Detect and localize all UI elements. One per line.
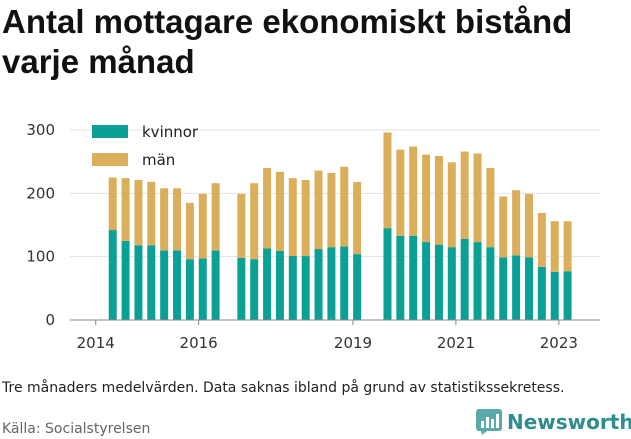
bar-man (550, 221, 559, 272)
bar-kvinnor (396, 235, 405, 320)
bar-kvinnor (211, 250, 220, 320)
bar-man (160, 188, 169, 251)
bar-kvinnor (409, 235, 418, 320)
bar-man (537, 212, 546, 267)
bar-kvinnor (173, 250, 182, 320)
bar-man (211, 183, 220, 251)
bar-kvinnor (524, 257, 533, 320)
x-tick-label: 2021 (437, 334, 475, 352)
bar-kvinnor (327, 247, 336, 320)
bar-man (185, 202, 194, 260)
axes: 0 100 200 300 2014 2016 2019 2021 2023 (26, 121, 600, 352)
bar-kvinnor (263, 248, 272, 320)
bar-kvinnor (121, 240, 130, 320)
y-tick-label: 0 (45, 311, 55, 329)
x-tick-label: 2014 (77, 334, 115, 352)
bar-man (173, 188, 182, 251)
bar-kvinnor (185, 259, 194, 320)
bar-man (263, 168, 272, 249)
legend: kvinnor män (92, 123, 199, 169)
bar-man (198, 193, 207, 259)
bar-man (486, 168, 495, 248)
bar-man (237, 193, 246, 258)
bar-kvinnor (288, 256, 297, 320)
legend-label-man: män (142, 151, 175, 169)
chart-title: Antal mottagare ekonomiskt bistånd varje… (2, 3, 573, 80)
bar-man (473, 153, 482, 243)
newsworthy-logo-icon (476, 409, 502, 435)
bar-man (422, 154, 431, 243)
bar-kvinnor (499, 257, 508, 320)
bar-man (121, 178, 130, 241)
bar-kvinnor (340, 246, 349, 320)
bar-man (563, 221, 572, 272)
bar-kvinnor (198, 258, 207, 320)
bar-kvinnor (250, 259, 259, 320)
bar-kvinnor (353, 254, 362, 320)
bar-kvinnor (460, 238, 469, 320)
bar-kvinnor (301, 256, 310, 320)
bar-kvinnor (447, 247, 456, 320)
bar-kvinnor (434, 244, 443, 320)
y-tick-label: 100 (26, 248, 55, 266)
bar-man (499, 196, 508, 258)
bar-kvinnor (550, 271, 559, 320)
bar-man (524, 193, 533, 258)
bar-man (512, 190, 521, 256)
bar-man (134, 180, 143, 246)
bar-man (340, 166, 349, 247)
bar-man (108, 177, 117, 231)
bar-kvinnor (383, 228, 392, 320)
bar-man (147, 181, 156, 246)
bar-kvinnor (237, 257, 246, 320)
bar-man (447, 162, 456, 248)
bar-kvinnor (314, 249, 323, 320)
newsworthy-logo[interactable]: Newsworthy (476, 409, 631, 435)
bar-man (327, 173, 336, 248)
bar-man (396, 149, 405, 236)
bar-kvinnor (147, 245, 156, 320)
bar-man (275, 171, 284, 251)
bar-man (409, 146, 418, 236)
bar-man (301, 180, 310, 257)
legend-swatch-kvinnor (92, 125, 128, 138)
bar-kvinnor (512, 255, 521, 320)
bar-man (383, 132, 392, 229)
legend-label-kvinnor: kvinnor (142, 123, 199, 141)
bar-kvinnor (275, 250, 284, 320)
bar-kvinnor (486, 247, 495, 320)
bar-kvinnor (108, 230, 117, 320)
y-tick-label: 200 (26, 184, 55, 202)
legend-swatch-man (92, 153, 128, 166)
brand-name: Newsworthy (507, 410, 631, 434)
bar-kvinnor (422, 242, 431, 320)
bar-kvinnor (537, 266, 546, 320)
bar-man (250, 183, 259, 260)
x-tick-label: 2016 (180, 334, 218, 352)
bars (108, 132, 572, 320)
bar-kvinnor (134, 245, 143, 320)
bar-man (434, 155, 443, 245)
source-credit: Källa: Socialstyrelsen (2, 421, 151, 437)
stacked-bar-chart: 0 100 200 300 2014 2016 2019 2021 2023 kvinnor m… (26, 121, 600, 352)
y-tick-label: 300 (26, 121, 55, 139)
bar-kvinnor (473, 242, 482, 320)
bar-kvinnor (563, 271, 572, 320)
chart-note: Tre månaders medelvärden. Data saknas ib… (2, 380, 565, 396)
bar-man (460, 151, 469, 239)
bar-man (314, 170, 323, 250)
bar-man (353, 181, 362, 255)
bar-man (288, 178, 297, 257)
x-tick-label: 2023 (540, 334, 578, 352)
bar-kvinnor (160, 250, 169, 320)
x-tick-label: 2019 (334, 334, 372, 352)
